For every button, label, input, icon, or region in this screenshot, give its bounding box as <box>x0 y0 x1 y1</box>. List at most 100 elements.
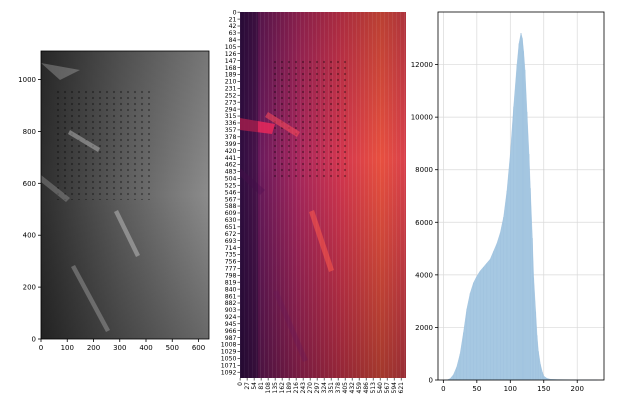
x-tick-label: 54 <box>251 382 258 390</box>
y-tick-label: 714 <box>225 245 237 252</box>
grayscale-image-streak <box>41 63 80 80</box>
x-tick-label: 108 <box>265 382 272 394</box>
y-tick-label: 12000 <box>411 61 433 69</box>
x-tick-label: 500 <box>166 344 179 352</box>
heatmap-dark-edge <box>240 12 258 378</box>
y-tick-label: 609 <box>225 210 237 217</box>
grayscale-x-axis: 0 100 200 300 400 500 600 <box>39 339 205 352</box>
x-tick-label: 200 <box>87 344 100 352</box>
x-tick-label: 621 <box>398 382 405 394</box>
x-tick-label: 600 <box>192 344 205 352</box>
x-tick-label: 0 <box>441 385 445 393</box>
y-tick-label: 0 <box>429 377 433 385</box>
grayscale-image-texture <box>55 90 150 200</box>
y-tick-label: 800 <box>23 128 36 136</box>
grayscale-image-streak <box>114 210 140 257</box>
y-tick-label: 252 <box>225 92 237 99</box>
y-tick-label: 399 <box>225 141 237 148</box>
y-tick-label: 966 <box>225 328 237 335</box>
y-tick-label: 63 <box>229 30 237 37</box>
x-tick-label: 0 <box>237 382 244 386</box>
y-tick-label: 126 <box>225 51 237 58</box>
x-tick-label: 513 <box>370 382 377 394</box>
grayscale-image-streak <box>68 130 100 152</box>
x-tick-label: 324 <box>321 382 328 394</box>
x-tick-label: 27 <box>244 382 251 390</box>
y-tick-label: 735 <box>225 252 237 259</box>
y-tick-label: 84 <box>229 37 237 44</box>
y-tick-label: 10000 <box>411 114 433 122</box>
y-tick-label: 630 <box>225 217 237 224</box>
x-tick-label: 100 <box>61 344 74 352</box>
y-tick-label: 945 <box>225 321 237 328</box>
y-tick-label: 651 <box>225 224 237 231</box>
y-tick-label: 21 <box>229 16 237 23</box>
heatmap-image-streak <box>309 210 334 272</box>
y-tick-label: 1050 <box>221 356 237 363</box>
y-tick-label: 105 <box>225 44 237 51</box>
y-tick-label: 189 <box>225 72 237 79</box>
y-tick-label: 42 <box>229 23 237 30</box>
y-tick-label: 210 <box>225 79 237 86</box>
y-tick-label: 525 <box>225 182 237 189</box>
y-tick-label: 231 <box>225 86 237 93</box>
y-tick-label: 798 <box>225 272 237 279</box>
grayscale-image-streak <box>71 265 110 332</box>
y-tick-label: 483 <box>225 169 237 176</box>
x-tick-label: 81 <box>258 382 265 390</box>
y-tick-label: 273 <box>225 99 237 106</box>
x-tick-label: 135 <box>272 382 279 394</box>
grayscale-image-panel: 0 100 200 300 400 500 600 0 200 400 600 800 1000 <box>18 50 210 352</box>
x-tick-label: 243 <box>300 382 307 394</box>
y-tick-label: 0 <box>233 9 237 16</box>
y-tick-label: 147 <box>225 58 237 65</box>
x-tick-label: 297 <box>314 382 321 394</box>
x-tick-label: 0 <box>39 344 43 352</box>
y-tick-label: 567 <box>225 196 237 203</box>
y-tick-label: 294 <box>225 106 237 113</box>
y-tick-label: 378 <box>225 134 237 141</box>
x-tick-label: 432 <box>349 382 356 394</box>
heatmap-image-streak <box>265 112 300 137</box>
y-tick-label: 420 <box>225 148 237 155</box>
x-tick-label: 300 <box>113 344 126 352</box>
y-tick-label: 600 <box>23 180 36 188</box>
histogram-panel: 0 50 100 150 200 0 2000 4000 6000 8000 10000 12000 <box>411 11 605 393</box>
y-tick-label: 546 <box>225 189 237 196</box>
y-tick-label: 6000 <box>415 219 433 227</box>
heatmap-image-streak <box>273 290 308 362</box>
y-tick-label: 1000 <box>18 76 36 84</box>
y-tick-label: 693 <box>225 238 237 245</box>
heatmap-y-axis: 0214263841051261471681892102312522732943… <box>221 9 240 376</box>
heatmap-panel: 0 27 54 81 108 135 162 189 216 243 270 297 324 351 378… <box>221 9 406 393</box>
y-tick-label: 2000 <box>415 324 433 332</box>
y-tick-label: 756 <box>225 259 237 266</box>
y-tick-label: 819 <box>225 279 237 286</box>
y-tick-label: 861 <box>225 293 237 300</box>
x-tick-label: 100 <box>504 385 517 393</box>
histogram-x-axis: 0 50 100 150 200 <box>441 380 584 393</box>
x-tick-label: 405 <box>342 382 349 394</box>
x-tick-label: 540 <box>377 382 384 394</box>
y-tick-label: 4000 <box>415 271 433 279</box>
y-tick-label: 315 <box>225 113 237 120</box>
y-tick-label: 672 <box>225 231 237 238</box>
grayscale-image-streak <box>41 175 70 202</box>
x-tick-label: 378 <box>335 382 342 394</box>
x-tick-label: 270 <box>307 382 314 394</box>
grayscale-y-axis: 0 200 400 600 800 1000 <box>18 76 41 344</box>
y-tick-label: 462 <box>225 162 237 169</box>
y-tick-label: 168 <box>225 65 237 72</box>
y-tick-label: 903 <box>225 307 237 314</box>
y-tick-label: 840 <box>225 286 237 293</box>
x-tick-label: 351 <box>328 382 335 394</box>
y-tick-label: 1029 <box>221 349 237 356</box>
y-tick-label: 357 <box>225 127 237 134</box>
y-tick-label: 1008 <box>221 342 237 349</box>
grayscale-image-frame <box>40 50 210 340</box>
x-tick-label: 50 <box>472 385 481 393</box>
x-tick-label: 162 <box>279 382 286 394</box>
x-tick-label: 567 <box>384 382 391 394</box>
